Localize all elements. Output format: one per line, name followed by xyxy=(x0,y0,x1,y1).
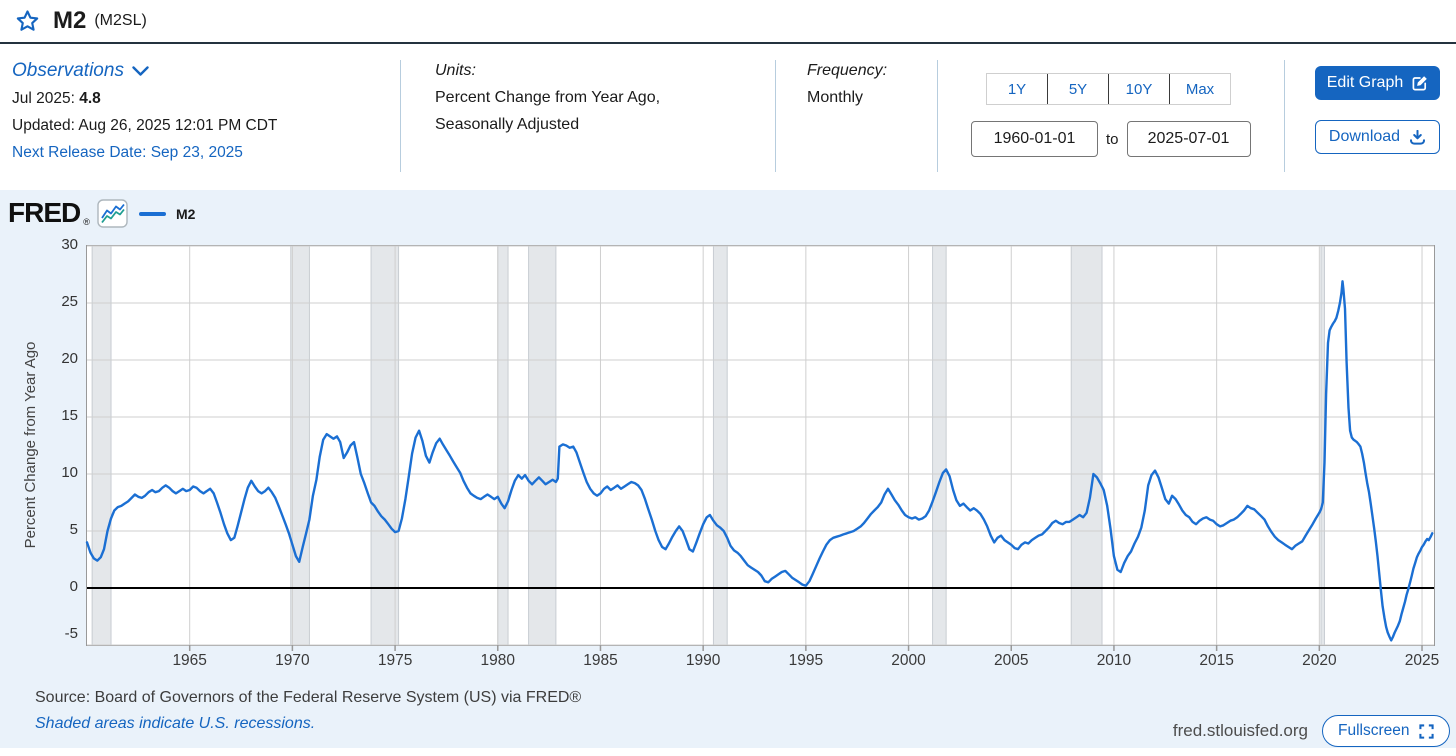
updated-timestamp: Updated: Aug 26, 2025 12:01 PM CDT xyxy=(12,117,278,134)
frequency-value: Monthly xyxy=(807,89,864,106)
edit-graph-button[interactable]: Edit Graph xyxy=(1315,66,1440,100)
meta-divider xyxy=(937,60,938,172)
recession-band xyxy=(92,246,112,645)
units-panel: Units: Percent Change from Year Ago, Sea… xyxy=(435,62,660,134)
units-value-line2: Seasonally Adjusted xyxy=(435,116,580,133)
recession-band xyxy=(528,246,556,645)
fred-wordmark: FRED xyxy=(8,197,81,228)
range-button-1y[interactable]: 1Y xyxy=(987,74,1047,104)
observations-label: Observations xyxy=(12,60,124,81)
fred-logo[interactable]: FRED ® xyxy=(8,197,128,229)
page-header: M2 (M2SL) xyxy=(0,0,1456,42)
date-to-label: to xyxy=(1106,130,1119,148)
range-button-10y[interactable]: 10Y xyxy=(1108,74,1169,104)
date-range-inputs: to xyxy=(971,121,1251,157)
units-value-line1: Percent Change from Year Ago, xyxy=(435,89,661,106)
start-date-input[interactable] xyxy=(971,121,1098,157)
recession-band xyxy=(371,246,399,645)
range-button-5y[interactable]: 5Y xyxy=(1047,74,1108,104)
meta-divider xyxy=(400,60,401,172)
recession-band xyxy=(1071,246,1103,645)
legend-item-m2[interactable]: M2 xyxy=(139,206,195,222)
site-url: fred.stlouisfed.org xyxy=(1172,721,1308,740)
next-release-link[interactable]: Next Release Date: Sep 23, 2025 xyxy=(12,144,243,161)
recession-note-link[interactable]: Shaded areas indicate U.S. recessions. xyxy=(35,715,316,732)
download-tray-icon xyxy=(1409,129,1426,145)
latest-observation: Jul 2025: 4.8 xyxy=(12,90,277,108)
meta-divider xyxy=(1284,60,1285,172)
download-button[interactable]: Download xyxy=(1315,120,1440,154)
fullscreen-button[interactable]: Fullscreen xyxy=(1322,715,1450,747)
m2-series-line xyxy=(85,280,1434,642)
title-divider xyxy=(0,42,1456,44)
date-range-presets: 1Y 5Y 10Y Max xyxy=(986,73,1231,105)
recession-band xyxy=(290,246,310,645)
sparkline-icon xyxy=(97,198,128,228)
y-axis-title: Percent Change from Year Ago xyxy=(22,341,39,549)
corner-brackets-icon xyxy=(1418,723,1434,739)
meta-divider xyxy=(775,60,776,172)
legend-label: M2 xyxy=(176,206,196,222)
observations-toggle[interactable]: Observations xyxy=(12,60,277,82)
registered-mark: ® xyxy=(83,217,90,227)
frequency-label: Frequency: xyxy=(807,62,888,79)
star-icon[interactable] xyxy=(14,8,41,35)
observations-panel: Observations Jul 2025: 4.8 Updated: Aug … xyxy=(12,60,277,162)
range-button-max[interactable]: Max xyxy=(1169,74,1230,104)
series-id: (M2SL) xyxy=(94,12,147,29)
legend-line-swatch xyxy=(139,212,166,216)
chart-canvas[interactable] xyxy=(85,245,1434,651)
frequency-panel: Frequency: Monthly xyxy=(807,62,887,107)
latest-observation-value: 4.8 xyxy=(79,90,101,107)
recession-band xyxy=(497,246,509,645)
end-date-input[interactable] xyxy=(1126,121,1251,157)
recession-band xyxy=(932,246,947,645)
recession-band xyxy=(1320,246,1325,645)
pencil-square-icon xyxy=(1412,75,1428,91)
edit-graph-label: Edit Graph xyxy=(1326,74,1404,91)
recession-band xyxy=(713,246,728,645)
source-attribution: Source: Board of Governors of the Federa… xyxy=(35,689,582,706)
page-title: M2 xyxy=(53,7,87,34)
chevron-down-icon xyxy=(132,65,149,77)
fullscreen-label: Fullscreen xyxy=(1338,722,1410,739)
latest-observation-date: Jul 2025: xyxy=(12,90,75,107)
plot-area[interactable] xyxy=(85,245,1435,651)
download-label: Download xyxy=(1328,128,1401,145)
units-label: Units: xyxy=(435,62,476,79)
